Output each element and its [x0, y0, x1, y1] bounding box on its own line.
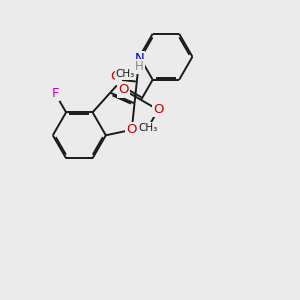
Text: O: O: [111, 70, 121, 83]
Text: O: O: [153, 103, 164, 116]
Text: CH₃: CH₃: [116, 69, 135, 80]
Text: N: N: [135, 52, 144, 65]
Text: F: F: [52, 87, 59, 100]
Text: H: H: [135, 60, 144, 73]
Text: O: O: [127, 123, 137, 136]
Text: O: O: [118, 83, 129, 97]
Text: CH₃: CH₃: [138, 123, 157, 133]
